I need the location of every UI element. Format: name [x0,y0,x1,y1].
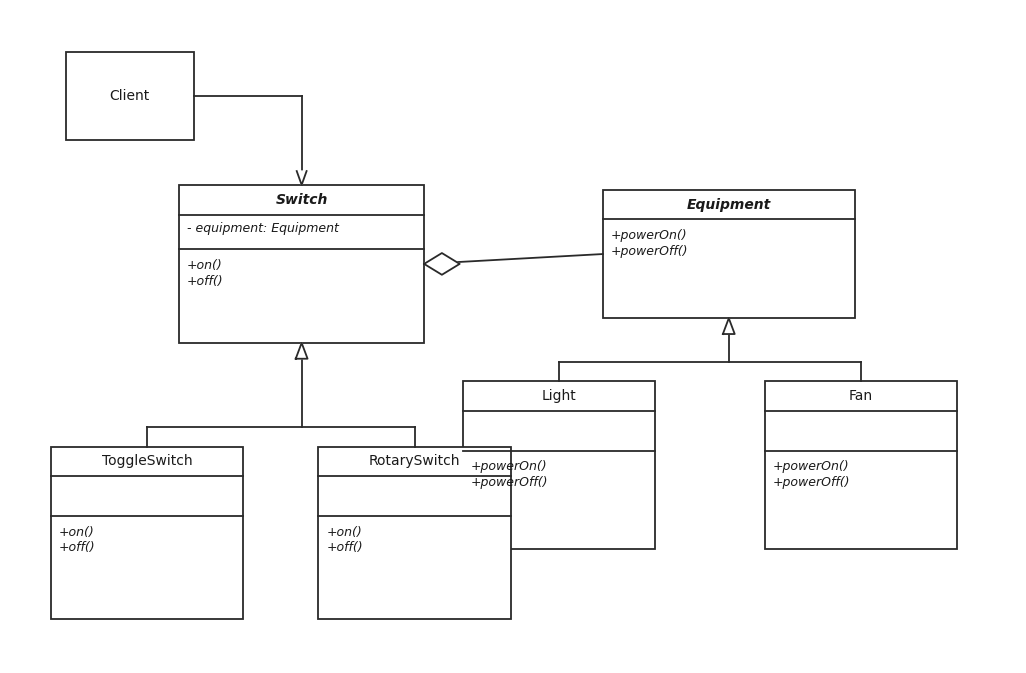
Text: +off(): +off() [58,542,95,555]
Polygon shape [297,171,307,185]
Text: +off(): +off() [326,542,363,555]
Text: Switch: Switch [275,192,328,207]
Text: +powerOn(): +powerOn() [471,460,547,473]
Polygon shape [723,318,735,334]
Text: ToggleSwitch: ToggleSwitch [102,454,193,468]
Text: +powerOff(): +powerOff() [773,476,851,489]
Text: +off(): +off() [187,275,224,288]
Bar [463,382,656,549]
Text: +powerOn(): +powerOn() [610,229,687,242]
Polygon shape [424,253,460,275]
Text: RotarySwitch: RotarySwitch [369,454,461,468]
Bar [51,447,243,619]
Text: +powerOff(): +powerOff() [610,245,688,258]
Bar [603,190,855,318]
Text: Client: Client [110,89,150,103]
Text: +powerOn(): +powerOn() [773,460,850,473]
Bar [764,382,957,549]
Text: Equipment: Equipment [686,198,771,211]
Text: Fan: Fan [850,389,873,403]
Bar [180,185,424,343]
Text: +on(): +on() [187,259,223,272]
Text: +on(): +on() [326,526,362,538]
Polygon shape [295,343,308,359]
Bar [66,52,194,141]
Bar [318,447,511,619]
Text: - equipment: Equipment: - equipment: Equipment [187,223,339,236]
Text: +powerOff(): +powerOff() [471,476,548,489]
Text: Light: Light [542,389,577,403]
Text: +on(): +on() [58,526,94,538]
